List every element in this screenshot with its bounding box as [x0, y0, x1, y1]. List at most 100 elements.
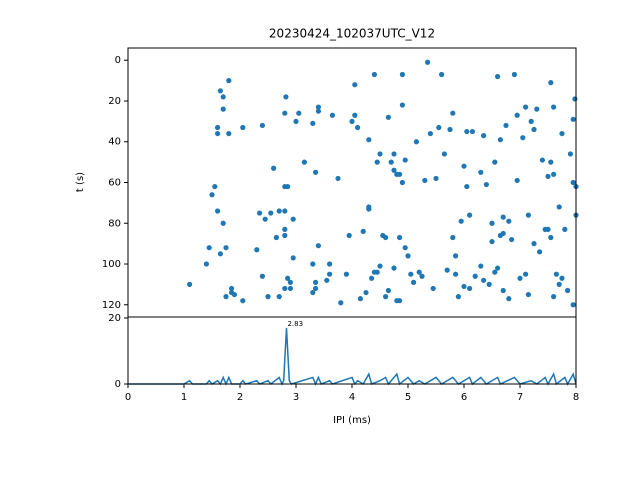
scatter-point	[439, 71, 445, 78]
scatter-point	[416, 269, 422, 275]
scatter-point	[422, 177, 428, 184]
scatter-point	[187, 281, 193, 287]
scatter-point	[282, 226, 288, 232]
scatter-point	[411, 279, 417, 285]
scatter-point	[553, 271, 560, 277]
y-tick-label: 0	[115, 55, 121, 66]
y-tick-label: 0	[115, 379, 121, 390]
scatter-point	[327, 271, 333, 277]
scatter-point	[259, 122, 265, 129]
scatter-point	[276, 294, 282, 300]
y-axis-label: t (s)	[75, 172, 86, 192]
scatter-point	[315, 243, 321, 249]
scatter-point	[464, 128, 470, 135]
scatter-point	[310, 289, 316, 296]
y-tick-label: 20	[108, 313, 121, 324]
scatter-point	[220, 94, 226, 100]
scatter-point	[570, 116, 576, 122]
axes-frame	[127, 316, 577, 385]
scatter-point	[562, 226, 568, 232]
scatter-point	[388, 159, 394, 165]
scatter-point	[551, 294, 557, 300]
scatter-point	[283, 94, 289, 100]
scatter-point	[285, 275, 291, 281]
scatter-point	[357, 296, 363, 302]
scatter-point	[525, 291, 532, 298]
x-tick-label: 7	[517, 392, 523, 403]
scatter-point	[478, 169, 484, 175]
scatter-point	[327, 261, 333, 267]
scatter-point	[539, 157, 546, 163]
scatter-point	[570, 302, 576, 308]
scatter-point	[495, 73, 501, 80]
scatter-point	[355, 124, 361, 131]
scatter-point	[290, 216, 296, 222]
scatter-point	[338, 300, 344, 306]
y-tick-label: 40	[108, 137, 121, 148]
scatter-point	[313, 285, 319, 292]
scatter-point	[206, 245, 212, 251]
scatter-point	[419, 273, 425, 279]
x-tick-label: 4	[349, 392, 355, 403]
scatter-point	[534, 106, 540, 112]
scatter-point	[271, 165, 277, 171]
y-tick-label: 100	[102, 259, 121, 270]
scatter-point	[290, 255, 296, 261]
scatter-point	[212, 183, 218, 190]
x-tick-label: 0	[125, 392, 131, 403]
scatter-point	[447, 126, 453, 133]
scatter-point	[503, 122, 509, 129]
scatter-point	[209, 192, 215, 198]
x-tick-label: 6	[461, 392, 467, 403]
scatter-point	[352, 82, 358, 88]
scatter-point	[397, 171, 403, 177]
x-tick-label: 3	[293, 392, 299, 403]
scatter-point	[517, 275, 523, 281]
scatter-point	[262, 216, 268, 222]
scatter-point	[226, 78, 232, 84]
scatter-point	[559, 275, 565, 281]
scatter-point	[329, 112, 335, 118]
scatter-point	[455, 294, 461, 300]
scatter-point	[371, 71, 377, 78]
scatter-point	[483, 181, 489, 188]
scatter-point	[405, 253, 411, 259]
histogram-line	[128, 327, 577, 386]
scatter-point	[265, 294, 271, 300]
x-tick-label: 8	[573, 392, 579, 403]
scatter-point	[450, 234, 456, 241]
scatter-point	[268, 210, 274, 216]
scatter-point	[285, 183, 291, 190]
scatter-point	[572, 96, 578, 102]
x-tick-label: 5	[405, 392, 411, 403]
scatter-point	[545, 173, 551, 179]
scatter-point	[369, 275, 375, 281]
scatter-point	[506, 296, 512, 302]
scatter-point	[223, 294, 229, 300]
scatter-point	[461, 163, 467, 169]
scatter-point	[391, 167, 397, 173]
scatter-point	[240, 298, 246, 304]
scatter-point	[374, 269, 380, 275]
scatter-point	[282, 110, 288, 116]
scatter-point	[374, 159, 380, 165]
y-tick-label: 80	[108, 218, 121, 229]
scatter-point	[215, 208, 221, 214]
scatter-point	[520, 135, 526, 141]
axes-frame	[127, 47, 577, 318]
scatter-point	[313, 279, 319, 285]
scatter-point	[223, 245, 229, 251]
y-tick-label: 120	[102, 300, 121, 311]
scatter-point	[315, 104, 321, 110]
scatter-point	[397, 234, 403, 241]
scatter-point	[486, 281, 492, 287]
y-tick-label: 60	[108, 178, 121, 189]
y-tick-label: 20	[108, 96, 121, 107]
x-tick-label: 2	[237, 392, 243, 403]
scatter-point	[301, 159, 307, 165]
scatter-point	[413, 139, 419, 145]
scatter-point	[203, 261, 209, 267]
scatter-point	[377, 151, 383, 157]
scatter-point	[436, 124, 442, 131]
